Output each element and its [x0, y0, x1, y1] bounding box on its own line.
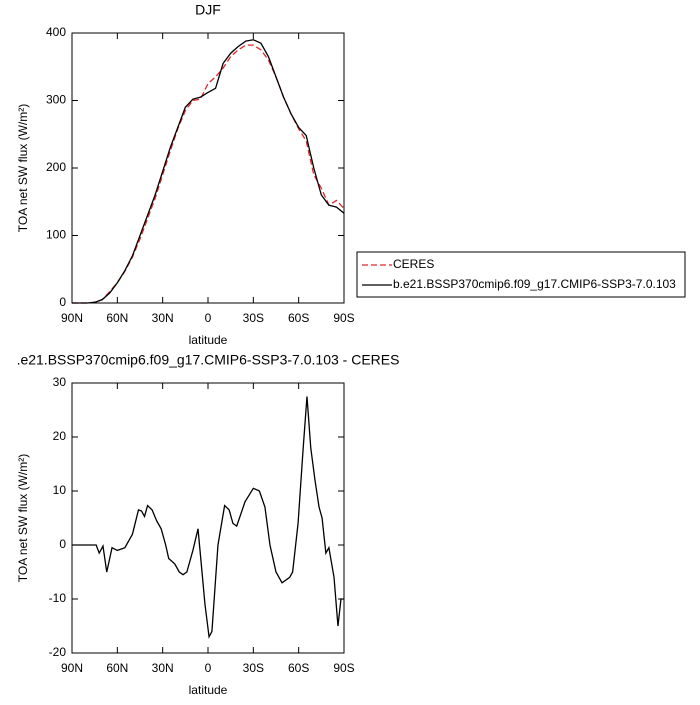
x-tick-label: 30N — [152, 311, 174, 325]
chart-title: DJF — [195, 2, 221, 18]
x-tick-label: 0 — [205, 661, 212, 675]
y-axis-label: TOA net SW flux (W/m²) — [16, 104, 30, 232]
data-line — [72, 396, 344, 639]
y-tick-label: 30 — [53, 375, 67, 389]
x-tick-label: 60N — [106, 661, 128, 675]
legend-label: CERES — [393, 257, 434, 271]
x-tick-label: 60S — [288, 311, 309, 325]
y-tick-label: 100 — [46, 228, 66, 242]
x-tick-label: 30S — [243, 311, 264, 325]
x-tick-label: 60S — [288, 661, 309, 675]
y-tick-label: -10 — [49, 591, 67, 605]
plot-frame — [71, 382, 345, 654]
x-tick-label: 90N — [61, 311, 83, 325]
y-tick-label: 200 — [46, 160, 66, 174]
x-tick-label: 90N — [61, 661, 83, 675]
x-tick-label: 90S — [333, 311, 354, 325]
plot-frame — [71, 32, 345, 304]
y-tick-label: 0 — [59, 537, 66, 551]
x-tick-label: 0 — [205, 311, 212, 325]
legend-label: b.e21.BSSP370cmip6.f09_g17.CMIP6-SSP3-7.… — [393, 277, 676, 291]
data-line — [72, 39, 345, 304]
y-tick-label: 10 — [53, 483, 67, 497]
y-tick-label: 300 — [46, 93, 66, 107]
x-tick-label: 90S — [333, 661, 354, 675]
x-tick-label: 30N — [152, 661, 174, 675]
x-tick-label: 60N — [106, 311, 128, 325]
y-tick-label: 20 — [53, 429, 67, 443]
x-tick-label: 30S — [243, 661, 264, 675]
data-line — [72, 44, 345, 304]
x-axis-label: latitude — [189, 683, 228, 697]
legend-box — [356, 251, 686, 298]
y-axis-label: TOA net SW flux (W/m²) — [16, 454, 30, 582]
y-tick-label: -20 — [49, 645, 67, 659]
chart-title: .e21.BSSP370cmip6.f09_g17.CMIP6-SSP3-7.0… — [17, 352, 400, 368]
y-tick-label: 400 — [46, 25, 66, 39]
y-tick-label: 0 — [59, 295, 66, 309]
x-axis-label: latitude — [189, 333, 228, 347]
legend: CERES b.e21.BSSP370cmip6.f09_g17.CMIP6-SS… — [356, 251, 686, 298]
